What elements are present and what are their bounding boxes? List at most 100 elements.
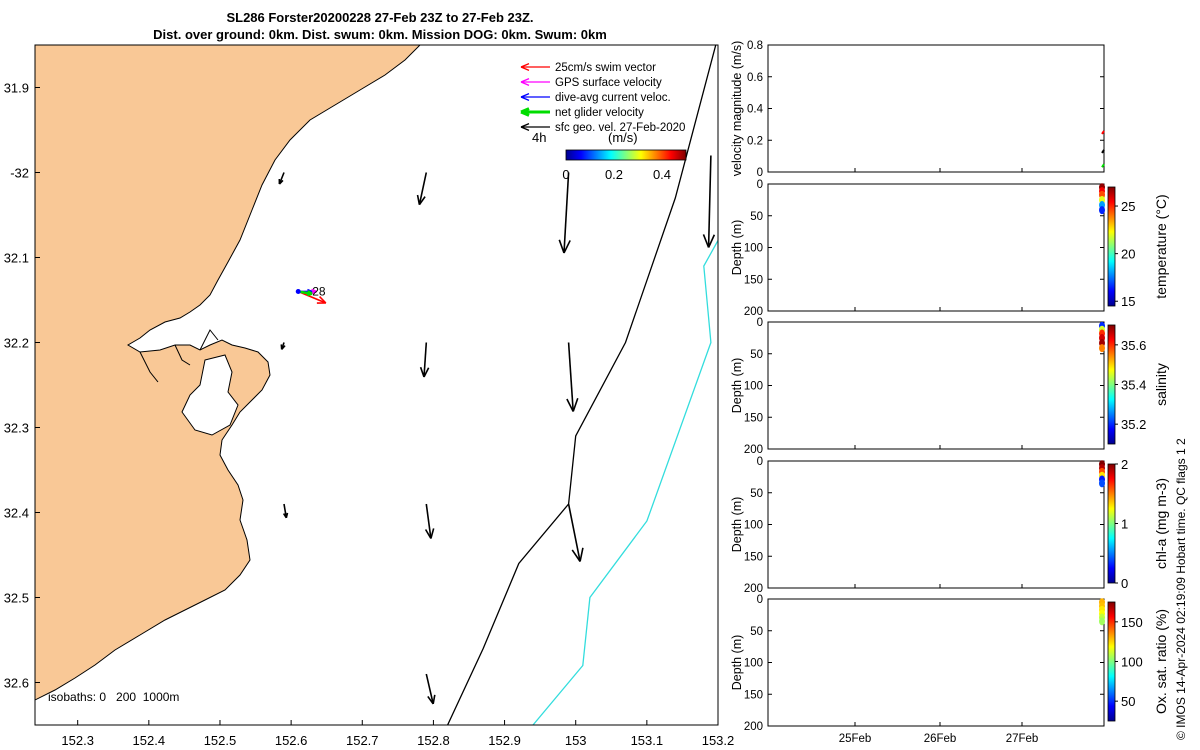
colorbar-label: Ox. sat. ratio (%) xyxy=(1153,609,1169,714)
legend-entry-label: GPS surface velocity xyxy=(555,77,662,89)
panel-y-tick-label: 50 xyxy=(750,349,763,361)
geo-velocity-arrow xyxy=(278,172,285,185)
geo-velocity-arrow xyxy=(702,155,716,248)
geo-velocity-arrow xyxy=(419,342,430,378)
estuary-channel xyxy=(139,329,219,383)
chart-title: SL286 Forster20200228 27-Feb 23Z to 27-F… xyxy=(226,10,534,25)
lake-wallis xyxy=(181,354,239,436)
map-panel: 28 isobaths: 0 200 1000m 152.3 152.4 152.5… xyxy=(4,44,734,748)
panel-x-tick-label: 26Feb xyxy=(924,733,957,745)
map-y-tick-label: 32.4 xyxy=(4,506,29,521)
profile-sample-point xyxy=(1099,344,1105,353)
panel-y-tick-label: 200 xyxy=(744,721,763,733)
colorbar-tick-label: 0 xyxy=(1121,576,1128,591)
panel-colorbar xyxy=(1107,324,1116,445)
legend-colorbar xyxy=(565,149,687,161)
legend-colorbar-tick: 0.2 xyxy=(605,167,623,182)
panel-y-tick-label: 0.8 xyxy=(747,40,763,52)
colorbar-label: salinity xyxy=(1153,363,1169,406)
depth-panel-2: 0 50 100 150 200 Depth (m) 35.2 35.4 35.6 salinit… xyxy=(730,317,1169,456)
legend-arrow xyxy=(520,63,550,71)
map-y-tick-label: 32.1 xyxy=(4,251,29,266)
velocity-point xyxy=(1101,163,1105,168)
copyright-note: © IMOS 14-Apr-2024 02:19:09 Hobart time.… xyxy=(1174,438,1188,740)
panel-y-tick-label: 100 xyxy=(744,658,763,670)
isobath-1000m xyxy=(532,240,718,725)
colorbar-tick-label: 20 xyxy=(1121,247,1135,262)
map-axes-frame xyxy=(34,44,719,726)
panel-y-tick-label: 50 xyxy=(750,488,763,500)
panel-colorbar xyxy=(1107,463,1116,584)
panel-y-tick-label: 150 xyxy=(744,689,763,701)
panel-x-tick-label: 25Feb xyxy=(839,733,872,745)
geo-velocity-arrow xyxy=(558,172,571,254)
panel-axes-frame xyxy=(767,321,1105,450)
panel-y-tick-label: 0.4 xyxy=(747,104,764,116)
map-x-tick-label: 153 xyxy=(565,733,587,748)
geo-velocity-arrow xyxy=(425,673,436,705)
profile-sample-point xyxy=(1099,617,1105,626)
legend-entry-label: net glider velocity xyxy=(555,107,644,119)
colorbar-tick-label: 150 xyxy=(1121,615,1143,630)
legend-entry-label: dive-avg current veloc. xyxy=(555,92,671,104)
panel-y-tick-label: 100 xyxy=(744,243,763,255)
geo-velocity-arrow xyxy=(282,503,289,519)
map-x-tick-label: 152.6 xyxy=(275,733,308,748)
map-x-tick-label: 152.3 xyxy=(61,733,94,748)
panel-axes-frame xyxy=(767,183,1105,312)
panel-colorbar xyxy=(1107,186,1116,307)
legend-colorbar-tick: 0 xyxy=(562,167,569,182)
map-x-tick-label: 152.7 xyxy=(346,733,379,748)
velocity-point xyxy=(1101,149,1105,154)
panel-axes-frame xyxy=(767,460,1105,589)
legend-entry-label: 25cm/s swim vector xyxy=(555,62,656,74)
panel-y-tick-label: 0 xyxy=(757,456,763,468)
panel-y-tick-label: 200 xyxy=(744,306,763,318)
panel-y-tick-label: 150 xyxy=(744,274,763,286)
depth-panel-3: 0 50 100 150 200 Depth (m) 0 1 2 chl-a (mg m-3) xyxy=(730,456,1169,595)
velocity-point xyxy=(1101,130,1105,135)
geo-velocity-arrow xyxy=(566,342,579,412)
depth-panel-4: 0 50 100 150 200 Depth (m) 50 100 150 Ox. sat. ra… xyxy=(730,594,1169,745)
panel-y-axis-label: Depth (m) xyxy=(730,635,744,691)
panel-y-tick-label: 50 xyxy=(750,626,763,638)
colorbar-tick-label: 15 xyxy=(1121,294,1135,309)
isobaths-label: isobaths: 0 200 1000m xyxy=(48,690,179,704)
legend-colorbar-label: (m/s) xyxy=(608,130,638,145)
panel-y-axis-label: Depth (m) xyxy=(730,497,744,553)
depth-panel-1: 0 50 100 150 200 Depth (m) 15 20 25 temperature (… xyxy=(730,179,1169,318)
panel-y-tick-label: 0 xyxy=(757,594,763,606)
geo-velocity-arrow xyxy=(567,503,584,562)
map-y-tick-label: 32.3 xyxy=(4,421,29,436)
geo-velocity-arrow xyxy=(416,172,428,206)
legend-arrow xyxy=(520,93,550,101)
isobath-200m xyxy=(447,45,717,725)
geo-velocity-arrow xyxy=(424,503,435,539)
colorbar-tick-label: 50 xyxy=(1121,694,1135,709)
panel-y-tick-label: 150 xyxy=(744,412,763,424)
glider-position-label: 28 xyxy=(312,285,326,299)
profile-sample-point xyxy=(1099,206,1105,215)
map-y-tick-label: 32.5 xyxy=(4,591,29,606)
panel-x-tick-label: 27Feb xyxy=(1006,733,1039,745)
legend-colorbar-tick: 0.4 xyxy=(653,167,671,182)
map-x-tick-label: 152.8 xyxy=(417,733,450,748)
map-x-tick-label: 152.9 xyxy=(488,733,521,748)
panel-y-tick-label: 50 xyxy=(750,211,763,223)
panel-y-tick-label: 0.6 xyxy=(747,72,763,84)
colorbar-tick-label: 25 xyxy=(1121,199,1135,214)
panel-y-tick-label: 200 xyxy=(744,444,763,456)
map-y-tick-label: -32 xyxy=(10,166,29,181)
colorbar-label: chl-a (mg m-3) xyxy=(1153,478,1169,569)
panel-y-axis-label: velocity magnitude (m/s) xyxy=(730,41,744,176)
colorbar-tick-label: 35.6 xyxy=(1121,338,1146,353)
geo-velocity-arrow xyxy=(280,342,286,350)
glider-position-marker xyxy=(295,289,301,294)
colorbar-label: temperature (°C) xyxy=(1153,194,1169,298)
profile-sample-point xyxy=(1099,479,1105,488)
panel-y-tick-label: 0 xyxy=(757,317,763,329)
colorbar-tick-label: 35.2 xyxy=(1121,417,1146,432)
panel-y-tick-label: 100 xyxy=(744,381,763,393)
legend-arrow xyxy=(520,123,550,131)
